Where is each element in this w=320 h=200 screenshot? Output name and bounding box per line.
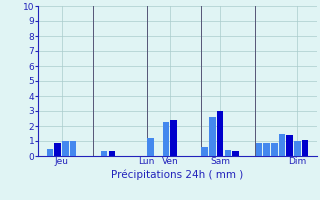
Bar: [62, 141, 69, 156]
Bar: [101, 151, 108, 156]
Bar: [302, 140, 308, 156]
Bar: [217, 111, 223, 156]
Bar: [225, 150, 231, 156]
Bar: [271, 142, 277, 156]
Bar: [70, 141, 76, 156]
Bar: [108, 151, 115, 156]
Bar: [279, 134, 285, 156]
Bar: [54, 142, 61, 156]
Bar: [163, 121, 169, 156]
Bar: [263, 142, 270, 156]
Bar: [147, 138, 154, 156]
Bar: [47, 148, 53, 156]
Bar: [294, 141, 301, 156]
Bar: [209, 117, 216, 156]
Bar: [232, 151, 239, 156]
Bar: [171, 120, 177, 156]
Bar: [255, 142, 262, 156]
X-axis label: Précipitations 24h ( mm ): Précipitations 24h ( mm ): [111, 169, 244, 180]
Bar: [201, 147, 208, 156]
Bar: [286, 135, 293, 156]
